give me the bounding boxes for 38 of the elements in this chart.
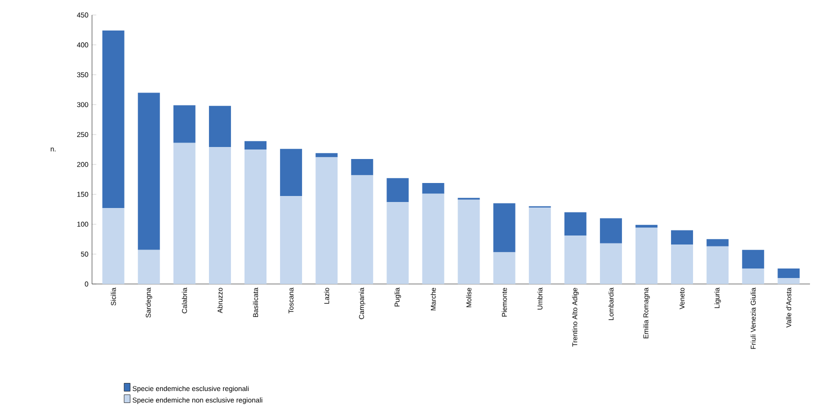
- bar: [671, 230, 694, 245]
- bar: [600, 218, 622, 244]
- bar: [564, 236, 586, 284]
- bar: [386, 202, 409, 284]
- bar: [244, 141, 267, 150]
- bar: [742, 250, 764, 268]
- bar: [280, 148, 302, 196]
- bar: [600, 243, 622, 284]
- bar: [316, 153, 338, 158]
- bar: [458, 200, 480, 284]
- bar: [671, 244, 694, 284]
- bar: [778, 268, 800, 278]
- bar: [138, 92, 160, 250]
- bar: [635, 228, 658, 284]
- bar: [351, 175, 374, 284]
- bar: [102, 30, 124, 208]
- bar: [208, 147, 231, 284]
- bar: [706, 239, 729, 246]
- bar: [493, 203, 516, 252]
- bar: [280, 196, 302, 284]
- bar: [635, 224, 658, 228]
- bar: [706, 246, 729, 284]
- bar: [564, 212, 586, 236]
- bar: [386, 178, 409, 202]
- bar: [351, 159, 374, 176]
- bar: [173, 142, 196, 284]
- bar: [173, 105, 196, 143]
- bar: [244, 149, 267, 284]
- bar: [778, 278, 800, 284]
- bar: [493, 252, 516, 284]
- bar: [316, 157, 338, 284]
- bar: [422, 194, 444, 284]
- bar: [742, 268, 764, 284]
- bar: [208, 106, 231, 148]
- bar: [138, 250, 160, 284]
- bar: [102, 208, 124, 284]
- bar: [422, 182, 444, 194]
- bar: [528, 207, 551, 284]
